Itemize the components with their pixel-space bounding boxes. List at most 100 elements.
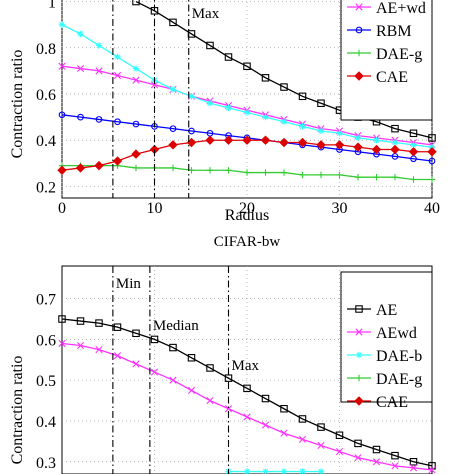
data-point [132, 360, 140, 368]
legend-label: AEwd [376, 325, 417, 342]
y-tick-label: 1 [48, 0, 56, 12]
data-point [334, 140, 345, 150]
data-point [280, 169, 288, 176]
data-point [262, 169, 269, 176]
data-point [428, 462, 436, 470]
data-point [428, 176, 436, 183]
y-tick-label: 0.4 [36, 133, 56, 150]
data-point [150, 368, 159, 376]
data-point [58, 315, 66, 323]
data-point [113, 352, 122, 360]
data-point [206, 167, 214, 174]
data-point [205, 135, 215, 145]
data-point [76, 317, 85, 325]
y-axis-label: Contraction ratio [9, 356, 26, 465]
data-point [132, 329, 140, 338]
legend-marker [355, 374, 363, 382]
data-point [77, 113, 84, 121]
y-tick-label: 0.6 [36, 332, 56, 349]
data-point [150, 335, 159, 344]
reference-line-label: Median [153, 318, 199, 334]
legend-label: AE [376, 302, 397, 319]
data-point [428, 157, 436, 165]
data-point [225, 167, 232, 174]
data-point [58, 62, 66, 70]
series-line-ae [61, 318, 433, 467]
data-point [76, 341, 85, 350]
chart-title: CIFAR-bw [214, 234, 281, 250]
data-point [260, 135, 271, 145]
data-point [188, 167, 195, 174]
data-point [187, 354, 196, 362]
data-point [206, 364, 214, 372]
data-point [95, 67, 103, 75]
legend-label: DAE-g [376, 46, 422, 63]
x-tick-label: 40 [424, 200, 440, 217]
data-point [354, 454, 362, 462]
legend-marker [355, 3, 363, 11]
data-point [298, 435, 307, 443]
data-point [262, 113, 269, 121]
data-point [95, 116, 103, 123]
data-point [57, 165, 67, 175]
data-point [280, 404, 288, 413]
data-point [243, 384, 251, 393]
data-point [299, 171, 306, 179]
legend-marker [355, 49, 363, 57]
x-tick-label: 0 [58, 200, 66, 217]
data-point [317, 468, 325, 474]
data-point [131, 149, 141, 159]
reference-line-label: Max [192, 6, 220, 22]
data-point [169, 86, 177, 93]
data-point [391, 139, 399, 146]
data-point [410, 141, 417, 149]
data-point [279, 137, 289, 148]
data-point [409, 458, 418, 466]
data-point [261, 394, 270, 403]
data-point [391, 124, 399, 133]
data-point [280, 118, 288, 125]
data-point [428, 134, 436, 142]
data-point [95, 42, 103, 49]
data-point [316, 140, 326, 150]
series-line-ae [135, 0, 433, 139]
data-point [372, 445, 381, 454]
data-point [335, 431, 344, 440]
data-point [298, 415, 307, 423]
data-point [75, 163, 86, 173]
legend-marker [354, 396, 364, 406]
data-point [76, 64, 85, 73]
data-point [132, 120, 140, 128]
data-point [58, 339, 66, 348]
data-point [188, 93, 195, 100]
data-point [262, 468, 269, 474]
data-point [354, 174, 362, 181]
data-point [169, 164, 177, 172]
data-point [298, 92, 307, 101]
data-point [150, 81, 159, 89]
data-point [112, 156, 123, 166]
data-point [243, 468, 251, 474]
data-point [224, 374, 233, 382]
reference-line-label: Min [116, 276, 142, 292]
data-point [132, 65, 140, 72]
data-point [317, 99, 325, 107]
legend-label: AE+wd [376, 0, 426, 17]
data-point [206, 396, 214, 405]
legend-label: CAE [376, 394, 408, 411]
data-point [113, 323, 122, 331]
legend-label: RBM [376, 23, 412, 40]
data-point [299, 468, 306, 474]
data-point [243, 169, 251, 176]
data-point [297, 137, 308, 148]
legend-box [340, 0, 433, 121]
data-point [169, 125, 177, 133]
data-point [168, 140, 178, 150]
data-point [409, 464, 418, 472]
data-point [169, 343, 177, 352]
data-point [410, 176, 417, 183]
y-tick-label: 0.5 [36, 373, 56, 390]
data-point [317, 423, 325, 431]
data-point [427, 147, 437, 157]
y-tick-label: 0.6 [36, 87, 56, 104]
